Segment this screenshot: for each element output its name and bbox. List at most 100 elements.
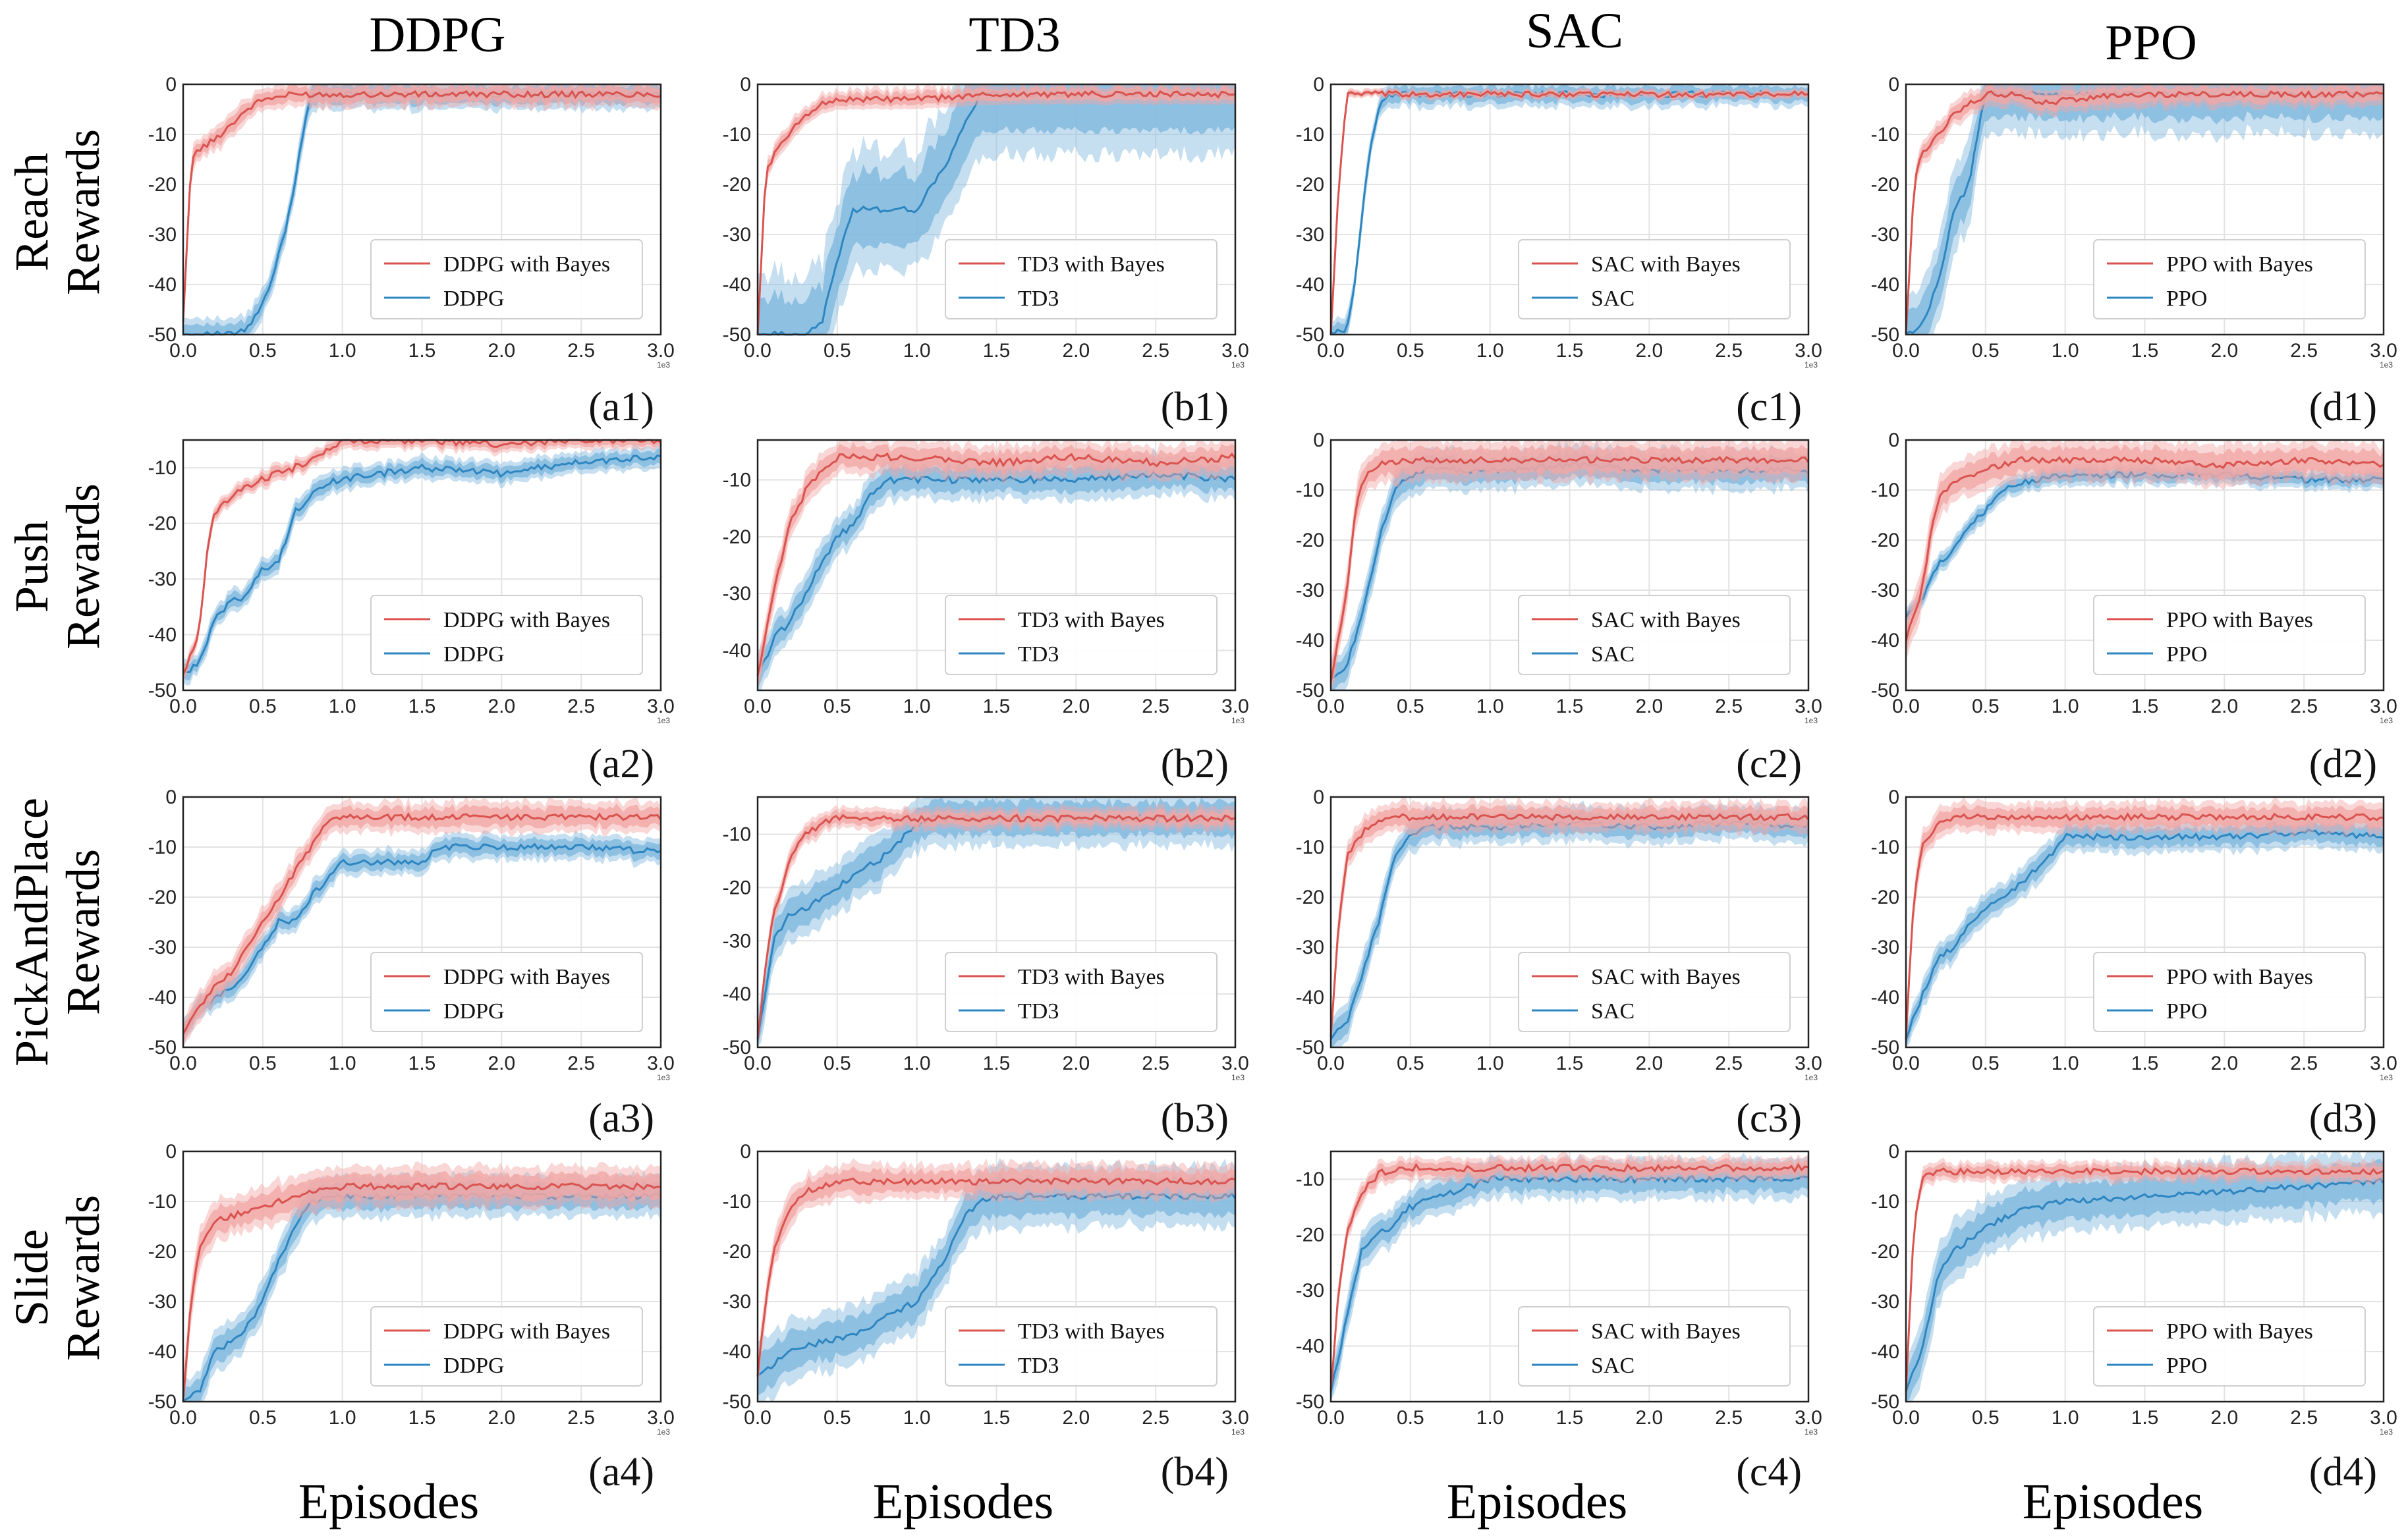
x-tick-label: 2.0 <box>1635 1407 1663 1429</box>
series-band-outer-baseline <box>183 1169 661 1402</box>
x-tick-label: 2.0 <box>1635 696 1663 717</box>
plot-frame <box>756 439 1237 692</box>
column-title-sac: SAC <box>1526 3 1623 59</box>
x-tick-label: 1.0 <box>329 1053 356 1074</box>
row-label-slide: Slide <box>5 1229 58 1327</box>
series-band-inner-bayes <box>183 803 661 1043</box>
y-tick-label: -20 <box>1871 530 1899 551</box>
y-tick-label: -50 <box>1296 680 1324 701</box>
x-tick-label: 0.5 <box>249 1053 277 1074</box>
series-band-inner-baseline <box>1906 1159 2384 1402</box>
legend-label-bayes: DDPG with Bayes <box>443 608 610 632</box>
legend-label-baseline: SAC <box>1591 999 1635 1024</box>
y-tick-label: -40 <box>723 640 751 662</box>
panel-label-c2: (c2) <box>1736 742 1802 786</box>
x-tick-label: 2.5 <box>2290 1407 2318 1429</box>
x-tick-label: 2.5 <box>2290 696 2318 717</box>
legend-label-baseline: SAC <box>1591 642 1635 667</box>
y-tick-label: -30 <box>1871 1291 1899 1313</box>
series-band-inner-bayes <box>758 1166 1235 1388</box>
legend-label-bayes: SAC with Bayes <box>1591 608 1741 632</box>
legend-label-baseline: TD3 <box>1018 1354 1059 1378</box>
y-tick-label: -20 <box>723 1241 751 1263</box>
x-tick-label: 3.0 <box>1221 696 1249 717</box>
legend-box <box>370 239 643 319</box>
panel-label-c4: (c4) <box>1736 1450 1802 1495</box>
legend-label-bayes: PPO with Bayes <box>2166 965 2313 989</box>
x-tick-label: 2.5 <box>567 1053 595 1074</box>
series-line-baseline <box>1905 470 2384 619</box>
panel-label-a1: (a1) <box>588 385 654 429</box>
x-tick-label: 2.5 <box>1142 1053 1169 1074</box>
x-tick-label: 1.5 <box>1556 1053 1584 1074</box>
panel-label-d2: (d2) <box>2309 742 2377 786</box>
x-tick-label: 2.5 <box>1715 340 1743 362</box>
y-tick-label: -10 <box>1871 1191 1899 1213</box>
legend-label-baseline: PPO <box>2166 1354 2207 1378</box>
series-band-inner-baseline <box>758 798 1235 1047</box>
y-tick-label: -40 <box>148 987 177 1008</box>
y-tick-label: -20 <box>148 174 177 196</box>
y-tick-label: -50 <box>723 324 751 346</box>
x-tick-label: 0.0 <box>1317 340 1345 362</box>
y-tick-label: -50 <box>1296 324 1324 346</box>
series-band-inner-bayes <box>1906 84 2384 335</box>
y-tick-label: 0 <box>1888 74 1899 96</box>
y-tick-label: -30 <box>148 1291 177 1313</box>
x-tick-label: 3.0 <box>1795 696 1822 717</box>
plot-frame <box>1905 1150 2385 1403</box>
legend-label-bayes: TD3 with Bayes <box>1018 1319 1165 1344</box>
x-tick-label: 1.5 <box>983 1053 1011 1074</box>
plot-frame <box>1905 796 2385 1049</box>
series-line-bayes <box>182 811 662 1035</box>
x-tick-label: 0.0 <box>169 1053 197 1074</box>
chart-panel-a4: 0.0 0.5 1.0 1.5 2.0 2.5 3.0 0 -10 -20 -30 -40 -50 1e3… <box>148 1141 675 1495</box>
legend-label-baseline: TD3 <box>1018 642 1059 667</box>
x-tick-label: 3.0 <box>1221 340 1249 362</box>
x-tick-label: 1.5 <box>408 696 436 717</box>
x-tick-label: 1.5 <box>408 1053 436 1074</box>
panel-label-c1: (c1) <box>1736 385 1802 429</box>
chart-panel-b4: 0.0 0.5 1.0 1.5 2.0 2.5 3.0 0 -10 -20 -30 -40 -50 1e3… <box>723 1141 1249 1495</box>
series-line-baseline <box>756 469 1236 676</box>
x-tick-label: 1.5 <box>408 340 436 362</box>
legend-label-baseline: DDPG <box>443 287 505 311</box>
x-tick-label: 2.0 <box>2210 1053 2238 1074</box>
x-tick-label: 2.0 <box>488 1053 515 1074</box>
x-tick-label: 0.0 <box>1892 1407 1920 1429</box>
y-tick-label: -50 <box>723 1037 751 1059</box>
series-band-inner-baseline <box>1906 465 2384 622</box>
plot-frame <box>1329 439 1810 692</box>
x-scale-label: 1e3 <box>2380 716 2393 725</box>
x-tick-label: 2.5 <box>567 696 595 717</box>
y-tick-label: -30 <box>148 568 177 590</box>
series-band-inner-baseline <box>1331 449 1808 690</box>
x-tick-label: 1.0 <box>2052 340 2079 362</box>
series-line-bayes <box>756 452 1237 676</box>
y-tick-label: -20 <box>1871 887 1899 908</box>
x-tick-label: 0.0 <box>744 1407 771 1429</box>
panel-label-d3: (d3) <box>2309 1096 2377 1141</box>
legend-label-baseline: DDPG <box>443 999 505 1024</box>
y-tick-label: -20 <box>1296 1224 1324 1246</box>
x-tick-label: 2.5 <box>1142 340 1169 362</box>
y-tick-label: -20 <box>723 174 751 196</box>
x-tick-label: 0.0 <box>1317 1053 1345 1074</box>
x-tick-label: 1.0 <box>329 340 356 362</box>
plot-frame <box>1905 439 2385 692</box>
chart-panel-a3: 0.0 0.5 1.0 1.5 2.0 2.5 3.0 0 -10 -20 -30 -40 -50 1e3… <box>148 786 675 1141</box>
panel-label-b4: (b4) <box>1161 1450 1229 1495</box>
series-band-inner-bayes <box>1331 444 1808 690</box>
y-tick-label: -40 <box>723 983 751 1005</box>
x-tick-label: 1.0 <box>903 1407 931 1429</box>
row-label-pickandplace: PickAndPlace <box>5 798 58 1066</box>
x-scale-label: 1e3 <box>657 360 670 370</box>
plot-frame <box>756 796 1237 1049</box>
x-tick-label: 1.0 <box>2052 1053 2079 1074</box>
x-tick-label: 0.5 <box>1397 1407 1424 1429</box>
y-tick-label: 0 <box>165 786 177 808</box>
y-tick-label: -30 <box>723 583 751 605</box>
y-tick-label: -10 <box>1871 480 1899 501</box>
row-label-push: Push <box>5 520 58 613</box>
x-tick-label: 0.5 <box>824 1407 851 1429</box>
